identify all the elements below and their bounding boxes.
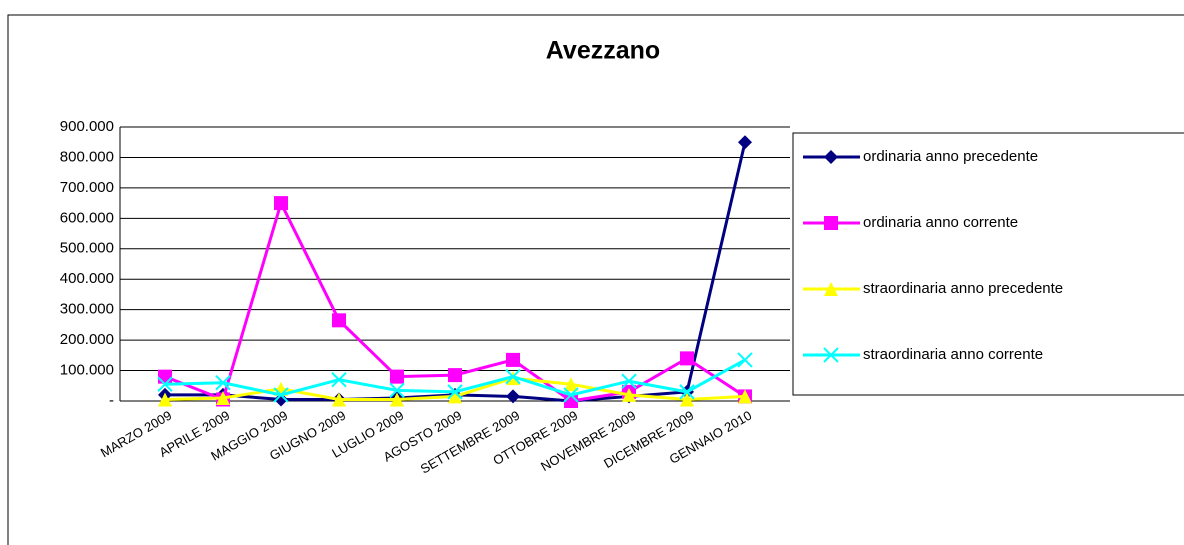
marker xyxy=(332,313,346,328)
marker xyxy=(448,389,462,404)
y-tick-label: 500.000 xyxy=(60,240,114,257)
legend-label: ordinaria anno corrente xyxy=(863,214,1019,231)
y-tick-label: 300.000 xyxy=(60,301,114,318)
y-tick-label: 600.000 xyxy=(60,209,114,226)
y-tick-label: - xyxy=(109,392,114,409)
marker xyxy=(332,392,346,407)
y-tick-label: 900.000 xyxy=(60,118,114,135)
marker xyxy=(273,387,289,403)
legend-label-box: ordinaria anno precedente xyxy=(863,148,1039,165)
chart-title: Avezzano xyxy=(546,37,660,65)
marker xyxy=(390,392,404,407)
marker xyxy=(274,392,288,407)
marker xyxy=(824,216,838,230)
marker xyxy=(215,375,231,391)
y-tick-label: 100.000 xyxy=(60,362,114,379)
marker xyxy=(621,373,637,389)
marker xyxy=(216,390,230,405)
marker xyxy=(738,135,752,150)
legend-label: straordinaria anno precedente xyxy=(863,280,1064,297)
legend-label: straordinaria anno corrente xyxy=(863,346,1044,363)
marker xyxy=(448,368,462,383)
marker xyxy=(331,371,347,388)
legend-box xyxy=(792,132,1184,396)
marker xyxy=(679,384,695,400)
marker xyxy=(447,384,463,400)
marker xyxy=(564,377,578,392)
legend-label: ordinaria anno precedente xyxy=(863,148,1039,165)
y-tick-label: 200.000 xyxy=(60,331,114,348)
marker xyxy=(158,369,172,384)
marker xyxy=(680,351,694,366)
marker xyxy=(505,368,521,385)
marker xyxy=(563,387,579,403)
marker xyxy=(389,382,405,399)
marker xyxy=(157,376,173,392)
marker xyxy=(680,392,694,407)
legend-label-box: straordinaria anno precedente xyxy=(863,280,1064,297)
y-tick-label: 400.000 xyxy=(60,270,114,287)
marker xyxy=(506,352,520,367)
y-tick-label: 800.000 xyxy=(60,148,114,165)
legend-label-box: ordinaria anno corrente xyxy=(863,214,1019,231)
marker xyxy=(622,387,636,402)
marker xyxy=(158,392,172,407)
marker xyxy=(823,347,839,363)
marker xyxy=(506,389,520,404)
marker xyxy=(824,150,838,164)
y-tick-label: 700.000 xyxy=(60,179,114,196)
marker xyxy=(737,352,753,368)
marker xyxy=(824,282,838,296)
legend-label-box: straordinaria anno corrente xyxy=(863,346,1044,363)
marker xyxy=(738,389,752,404)
marker xyxy=(274,196,288,211)
marker xyxy=(390,369,404,384)
